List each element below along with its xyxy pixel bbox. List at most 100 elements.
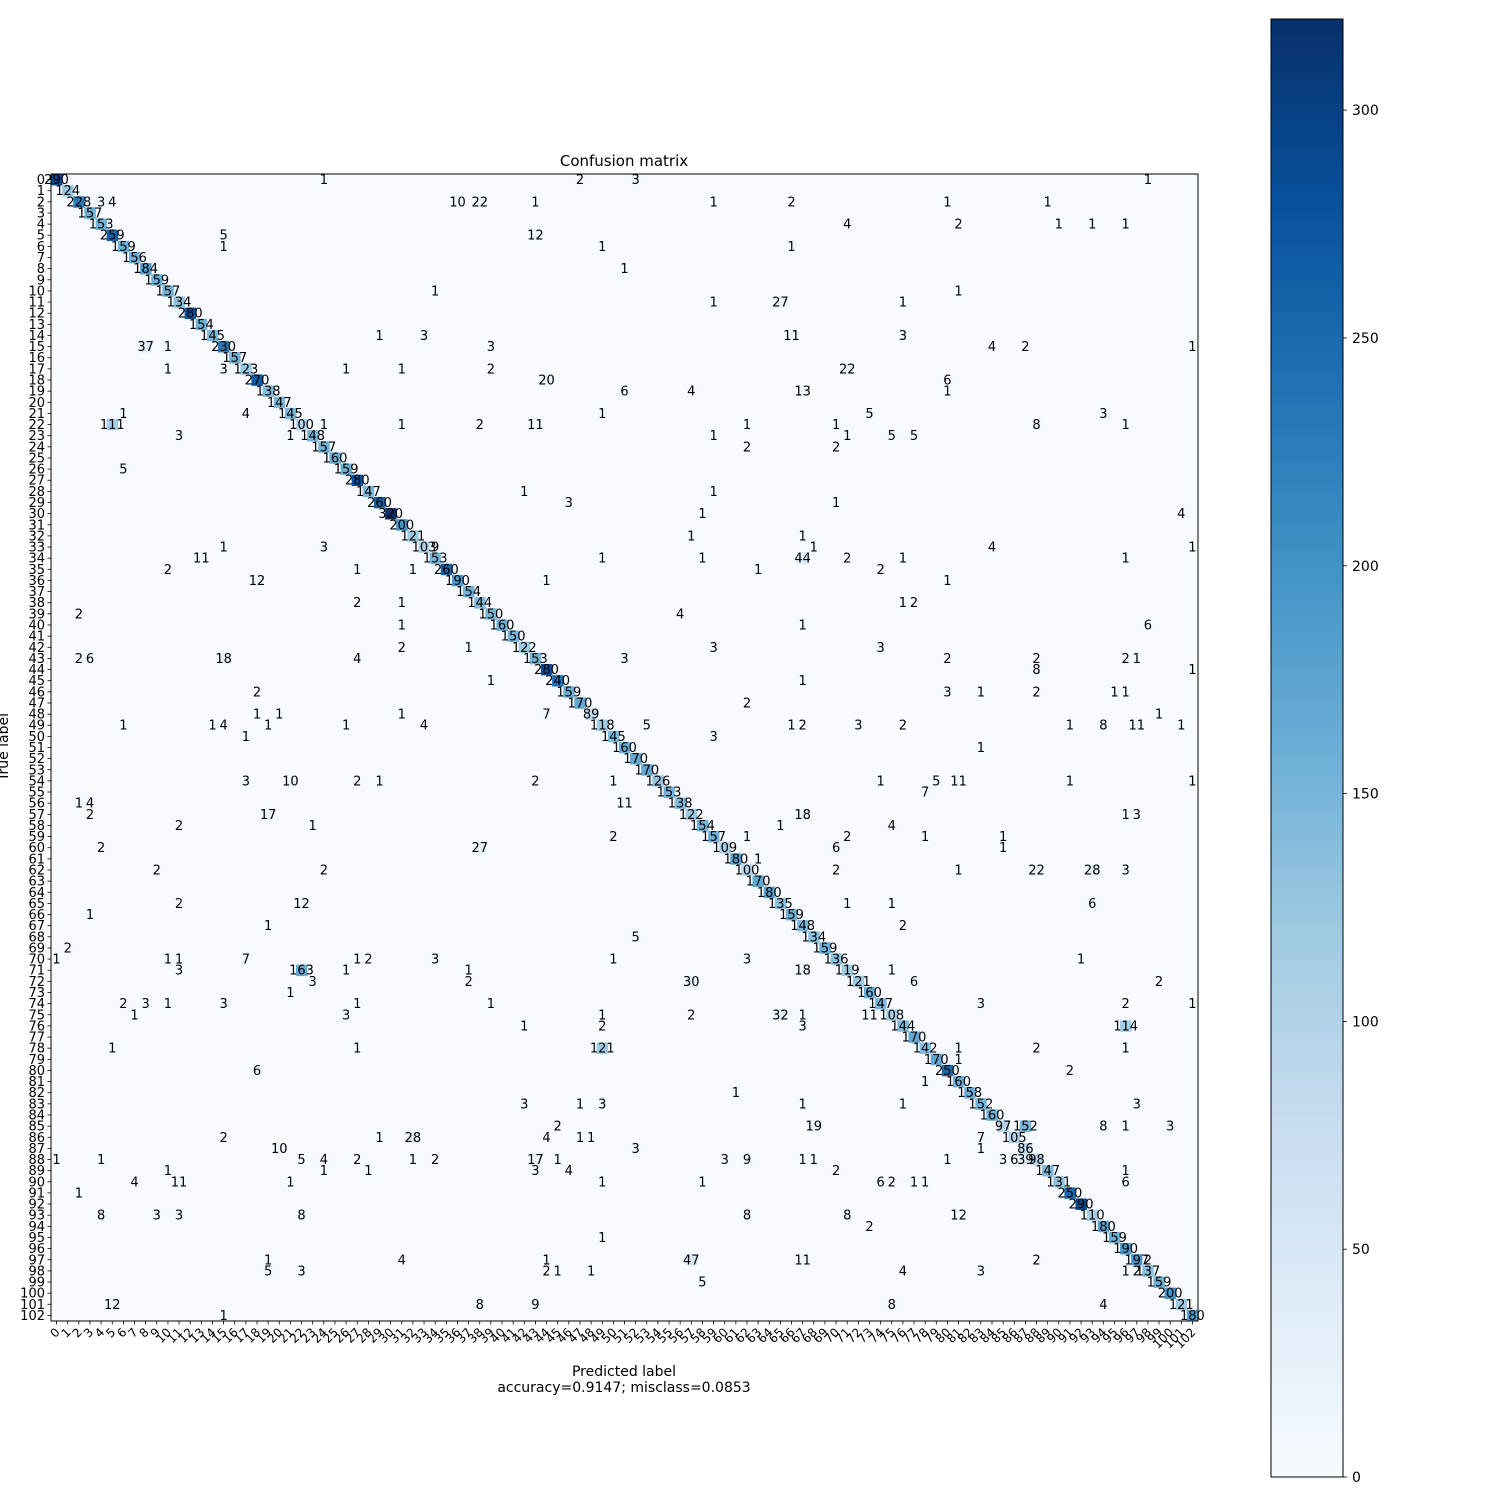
matrix-cell <box>173 296 185 308</box>
matrix-cell <box>518 641 531 654</box>
matrix-cell <box>886 1298 898 1311</box>
cell-value: 1 <box>921 1075 929 1090</box>
cell-value: 159 <box>556 685 581 700</box>
accuracy-footer: accuracy=0.9147; misclass=0.0853 <box>497 1380 750 1396</box>
matrix-cell <box>719 1153 731 1166</box>
cell-value: 109 <box>712 841 737 856</box>
y-tick-label: 96 <box>28 1242 45 1257</box>
cell-value: 2 <box>832 1164 840 1179</box>
matrix-cell <box>307 430 319 442</box>
matrix-cell <box>741 697 753 709</box>
cell-value: 150 <box>478 607 503 622</box>
y-axis-ticks: 0123456789101112131415161718192021222324… <box>20 173 51 1324</box>
cell-value: 1 <box>520 1019 528 1034</box>
matrix-cell <box>908 1176 920 1188</box>
cell-value: 1 <box>75 797 83 812</box>
cell-value: 1 <box>242 730 250 745</box>
cell-value: 2 <box>353 596 361 611</box>
cell-value: 123 <box>233 362 258 377</box>
cell-value: 3 <box>943 685 951 700</box>
colorbar-tick-label: 100 <box>1352 1014 1379 1030</box>
matrix-cell <box>618 652 631 665</box>
cell-value: 153 <box>423 552 448 567</box>
cell-value: 160 <box>980 1108 1005 1123</box>
matrix-cell <box>540 663 553 676</box>
cell-value: 1 <box>1121 1164 1129 1179</box>
matrix-cell <box>975 1265 987 1277</box>
matrix-cell <box>106 1042 119 1055</box>
cell-value: 5 <box>888 429 896 444</box>
cell-value: 2 <box>799 719 807 734</box>
matrix-cell <box>1019 1153 1032 1166</box>
matrix-cell <box>886 430 898 442</box>
matrix-cell <box>741 1153 753 1166</box>
matrix-cell <box>540 1254 553 1266</box>
matrix-cell <box>195 552 208 565</box>
cell-value: 159 <box>144 273 169 288</box>
matrix-cell <box>997 1153 1009 1166</box>
cell-value: 1 <box>776 819 784 834</box>
matrix-cell <box>630 174 642 186</box>
matrix-cell <box>618 263 631 275</box>
matrix-cell <box>251 374 263 386</box>
cell-value: 1 <box>1066 774 1074 789</box>
cell-value: 1 <box>398 619 406 634</box>
cell-value: 156 <box>122 251 147 266</box>
y-tick-label: 59 <box>28 830 45 845</box>
matrix-cell <box>1108 686 1121 698</box>
matrix-cell <box>106 1298 119 1311</box>
cell-value: 12 <box>104 1298 121 1313</box>
matrix-cell <box>563 686 575 698</box>
matrix-cell <box>574 1131 586 1144</box>
matrix-cell <box>307 975 319 988</box>
y-tick-label: 54 <box>28 774 45 789</box>
matrix-cell <box>1120 1243 1132 1255</box>
matrix-cell <box>117 407 130 420</box>
y-tick-label: 49 <box>28 719 45 734</box>
cell-value: 100 <box>289 418 314 433</box>
y-tick-label: 31 <box>28 518 45 533</box>
cell-value: 32 <box>772 1008 789 1023</box>
matrix-cell <box>218 363 230 375</box>
cell-value: 2 <box>954 218 962 233</box>
matrix-cell <box>1042 1165 1054 1177</box>
cell-value: 10 <box>449 195 466 210</box>
matrix-cell <box>373 329 386 342</box>
matrix-cell <box>162 341 174 353</box>
cell-value: 3 <box>153 1209 161 1224</box>
matrix-cell <box>240 407 252 420</box>
matrix-cell <box>463 586 475 598</box>
matrix-cell <box>1019 1120 1032 1132</box>
y-tick-label: 100 <box>20 1287 45 1302</box>
cell-value: 1 <box>899 552 907 567</box>
cell-value: 1 <box>375 1131 383 1146</box>
cell-value: 8 <box>1099 1120 1107 1135</box>
cell-value: 3 <box>175 964 183 979</box>
cell-value: 163 <box>289 964 314 979</box>
cell-value: 1 <box>1088 218 1096 233</box>
y-tick-label: 53 <box>28 763 45 778</box>
y-tick-label: 55 <box>28 786 45 801</box>
y-tick-label: 4 <box>37 218 45 233</box>
matrix-cell <box>797 1009 809 1021</box>
cell-value: 28 <box>405 1131 422 1146</box>
matrix-cell <box>407 530 419 542</box>
matrix-cell <box>318 174 330 186</box>
matrix-cell <box>351 1042 364 1055</box>
matrix-cell <box>284 986 297 999</box>
matrix-cell <box>240 363 252 375</box>
cell-value: 1 <box>286 986 294 1001</box>
matrix-cell <box>251 686 263 698</box>
cell-value: 6 <box>253 1064 261 1079</box>
matrix-cell <box>106 196 119 208</box>
matrix-cell <box>797 675 809 687</box>
matrix-cell <box>373 1131 386 1144</box>
y-tick-label: 9 <box>37 273 45 288</box>
y-tick-label: 93 <box>28 1209 45 1224</box>
matrix-cell <box>708 485 720 498</box>
cell-value: 2 <box>86 808 94 823</box>
cell-value: 2 <box>398 641 406 656</box>
cell-value: 3 <box>320 541 328 556</box>
matrix-cell <box>1120 808 1132 821</box>
cell-value: 2 <box>476 418 484 433</box>
